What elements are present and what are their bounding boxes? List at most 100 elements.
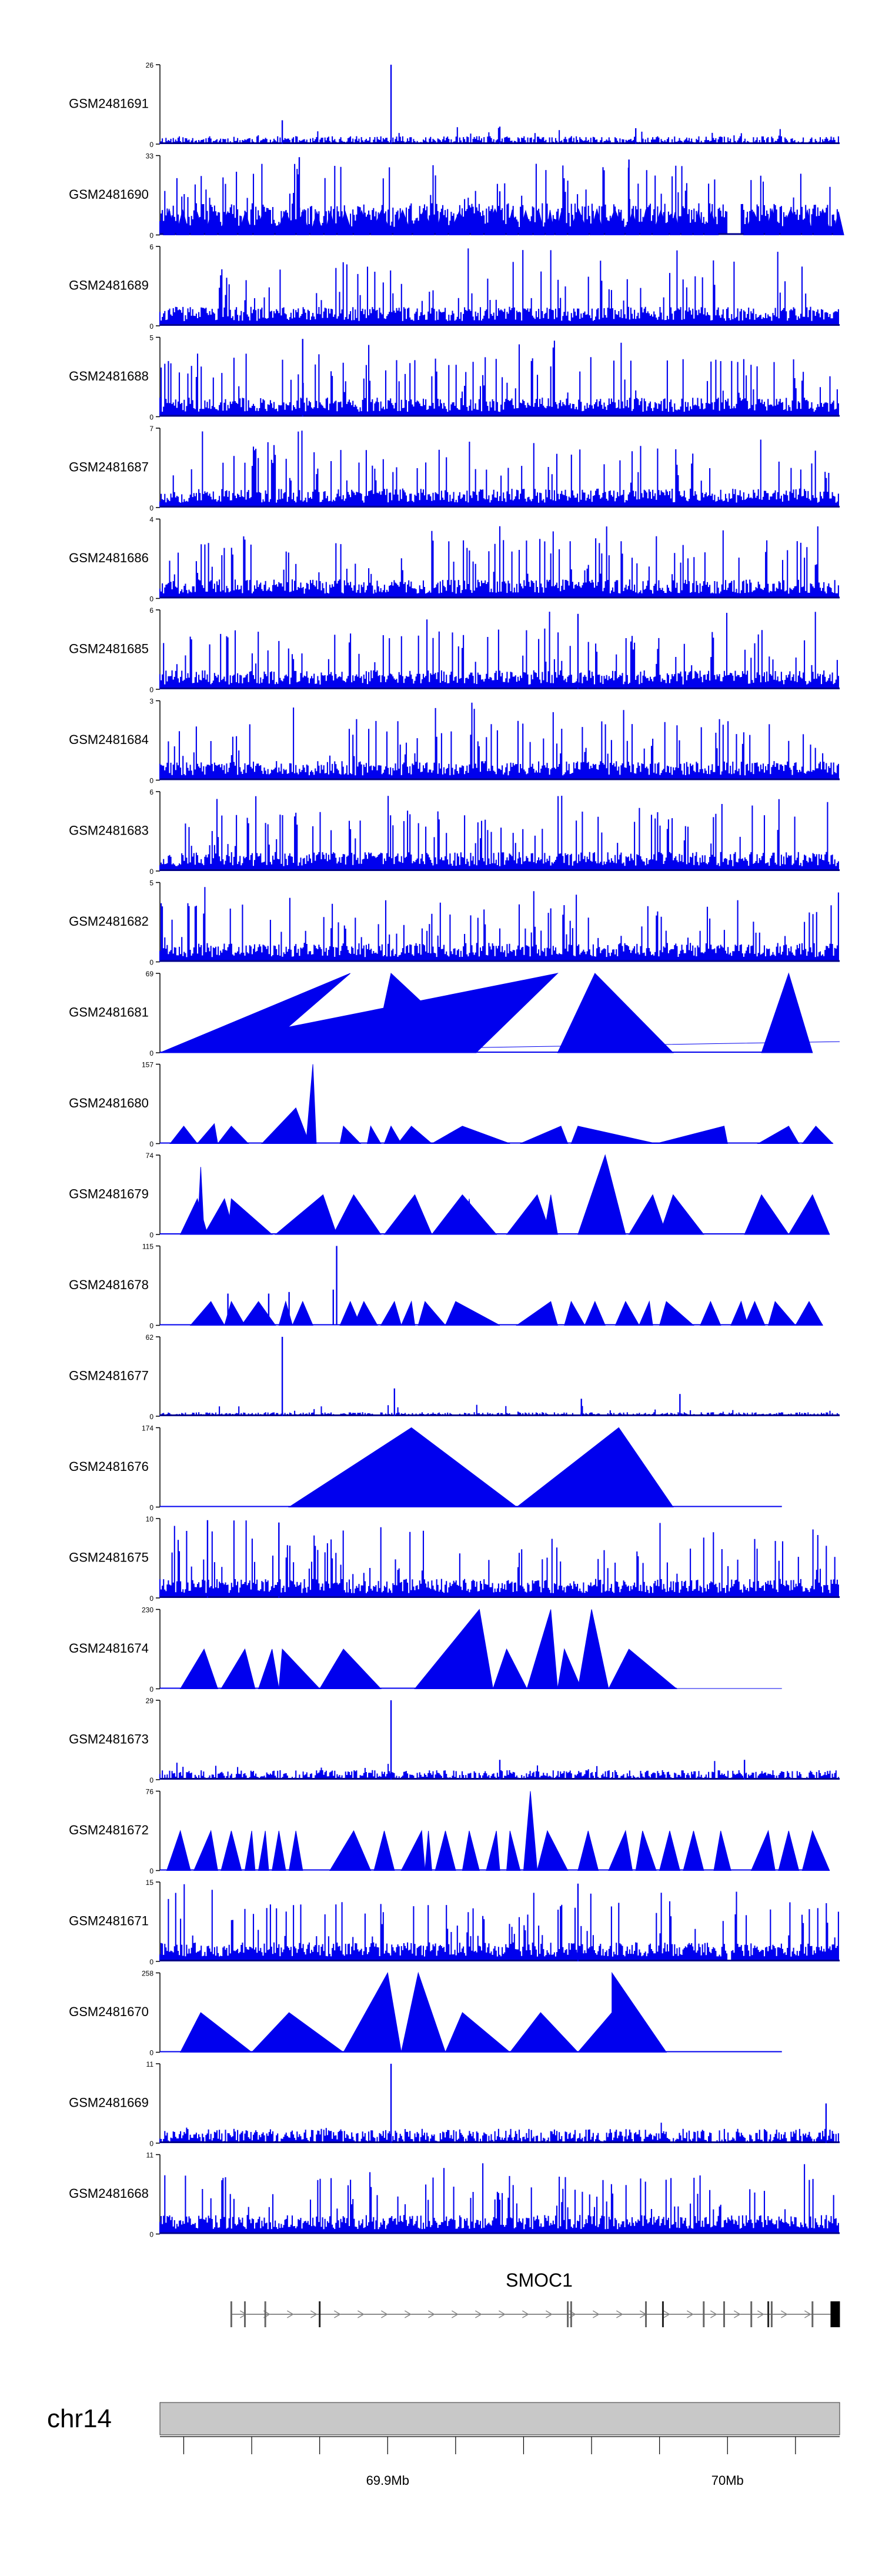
signal-peak	[275, 209, 296, 235]
strand-arrow	[357, 2310, 365, 2318]
track-label: GSM2481684	[69, 732, 149, 747]
signal-peak	[543, 1194, 558, 1235]
strand-arrow	[757, 2310, 764, 2318]
signal-peak	[310, 211, 324, 235]
gene-exon	[230, 2301, 232, 2327]
signal-peak	[305, 1064, 317, 1144]
gene-name: SMOC1	[506, 2270, 573, 2291]
signal-peak	[545, 209, 555, 235]
signal-peak	[275, 1194, 338, 1235]
signal-peak	[353, 1300, 378, 1326]
y-tick-label-min: 0	[149, 232, 153, 240]
signal-bars	[159, 431, 839, 508]
signal-peak	[757, 1126, 800, 1144]
signal-bars	[159, 2163, 839, 2234]
y-tick-label-min: 0	[149, 1322, 153, 1330]
track-GSM2481672: GSM2481672 76 0	[69, 1788, 830, 1876]
signal-peak	[240, 1301, 276, 1326]
signal-peak	[380, 1300, 402, 1326]
y-tick-label-max: 258	[142, 1970, 153, 1978]
gene-exon	[723, 2301, 725, 2327]
signal-peak	[659, 1301, 694, 1326]
y-tick-label-min: 0	[149, 686, 153, 694]
signal-peak	[764, 208, 780, 235]
strand-arrow	[404, 2310, 412, 2318]
y-tick-label-max: 10	[146, 1515, 154, 1523]
signal-peak	[435, 1830, 456, 1871]
y-tick-label-max: 157	[142, 1061, 153, 1069]
signal-peak	[366, 1125, 382, 1144]
signal-peak	[196, 1123, 218, 1144]
track-GSM2481688: GSM2481688 5 0	[69, 334, 840, 422]
signal-peak	[250, 2012, 345, 2053]
gene-exon	[830, 2301, 840, 2327]
gene-exon	[567, 2301, 569, 2327]
signal-peak	[370, 209, 393, 235]
signal-peak	[373, 1830, 395, 1871]
signal-peak	[730, 1300, 749, 1326]
signal-peak	[577, 1609, 609, 1689]
signal-peak	[767, 1300, 796, 1326]
signal-peak	[289, 1830, 303, 1871]
strand-arrow	[286, 2310, 294, 2318]
gene-exon	[770, 2301, 773, 2327]
track-GSM2481677: GSM2481677 62 0	[69, 1333, 840, 1421]
signal-peak	[159, 973, 559, 1053]
track-GSM2481674: GSM2481674 230 0	[69, 1606, 782, 1694]
signal-peak	[238, 211, 253, 235]
y-tick-label-min: 0	[149, 959, 153, 967]
signal-peak	[509, 2012, 579, 2053]
signal-peak	[197, 1167, 205, 1235]
signal-peak	[190, 211, 205, 235]
signal-peak	[683, 1830, 704, 1871]
y-tick-label-min: 0	[149, 1594, 153, 1603]
signal-peak	[400, 1971, 446, 2053]
y-tick-label-min: 0	[149, 1049, 153, 1057]
y-tick-label-max: 76	[146, 1788, 154, 1796]
y-tick-label-max: 7	[149, 425, 153, 433]
track-label: GSM2481683	[69, 823, 149, 838]
signal-peak	[169, 1125, 198, 1144]
signal-peak	[656, 1126, 728, 1144]
track-GSM2481683: GSM2481683 6 0	[69, 788, 840, 876]
y-tick-label-min: 0	[149, 1413, 153, 1421]
signal-peak	[589, 208, 604, 235]
signal-peak	[564, 1300, 586, 1326]
track-GSM2481669: GSM2481669 11 0	[69, 2060, 840, 2148]
y-tick-label-max: 26	[146, 61, 154, 69]
track-label: GSM2481669	[69, 2095, 149, 2110]
signal-peak	[813, 208, 833, 235]
signal-peak	[179, 2012, 253, 2053]
gene-exon	[703, 2301, 705, 2327]
signal-peak	[393, 209, 412, 235]
signal-peak	[795, 1300, 823, 1326]
signal-peak	[220, 1830, 242, 1871]
signal-peak	[612, 1971, 667, 2053]
strand-arrow	[616, 2310, 623, 2318]
track-label: GSM2481678	[69, 1277, 149, 1292]
signal-peak	[577, 1830, 599, 1871]
gene-annotation-track: SMOC1	[230, 2270, 840, 2327]
y-tick-label-max: 3	[149, 698, 153, 706]
strand-arrow	[686, 2310, 694, 2318]
signal-peak	[339, 1125, 362, 1144]
signal-peak	[506, 209, 518, 235]
signal-bars	[159, 887, 839, 962]
signal-peak	[693, 210, 704, 235]
signal-bars	[159, 702, 839, 780]
y-tick-label-min: 0	[149, 1140, 153, 1149]
y-tick-label-max: 230	[142, 1606, 153, 1614]
strand-arrow	[451, 2310, 459, 2318]
strand-arrow	[545, 2310, 553, 2318]
strand-arrow	[710, 2310, 717, 2318]
signal-peak	[430, 1126, 510, 1144]
strand-arrow	[592, 2310, 600, 2318]
signal-peak	[228, 1198, 273, 1235]
y-tick-label-min: 0	[149, 504, 153, 512]
track-GSM2481676: GSM2481676 174 0	[69, 1424, 782, 1512]
gene-exon	[244, 2301, 246, 2327]
signal-peak	[193, 1830, 218, 1871]
signal-peak	[801, 1830, 830, 1871]
y-tick-label-max: 6	[149, 788, 153, 796]
signal-peak	[470, 209, 484, 235]
